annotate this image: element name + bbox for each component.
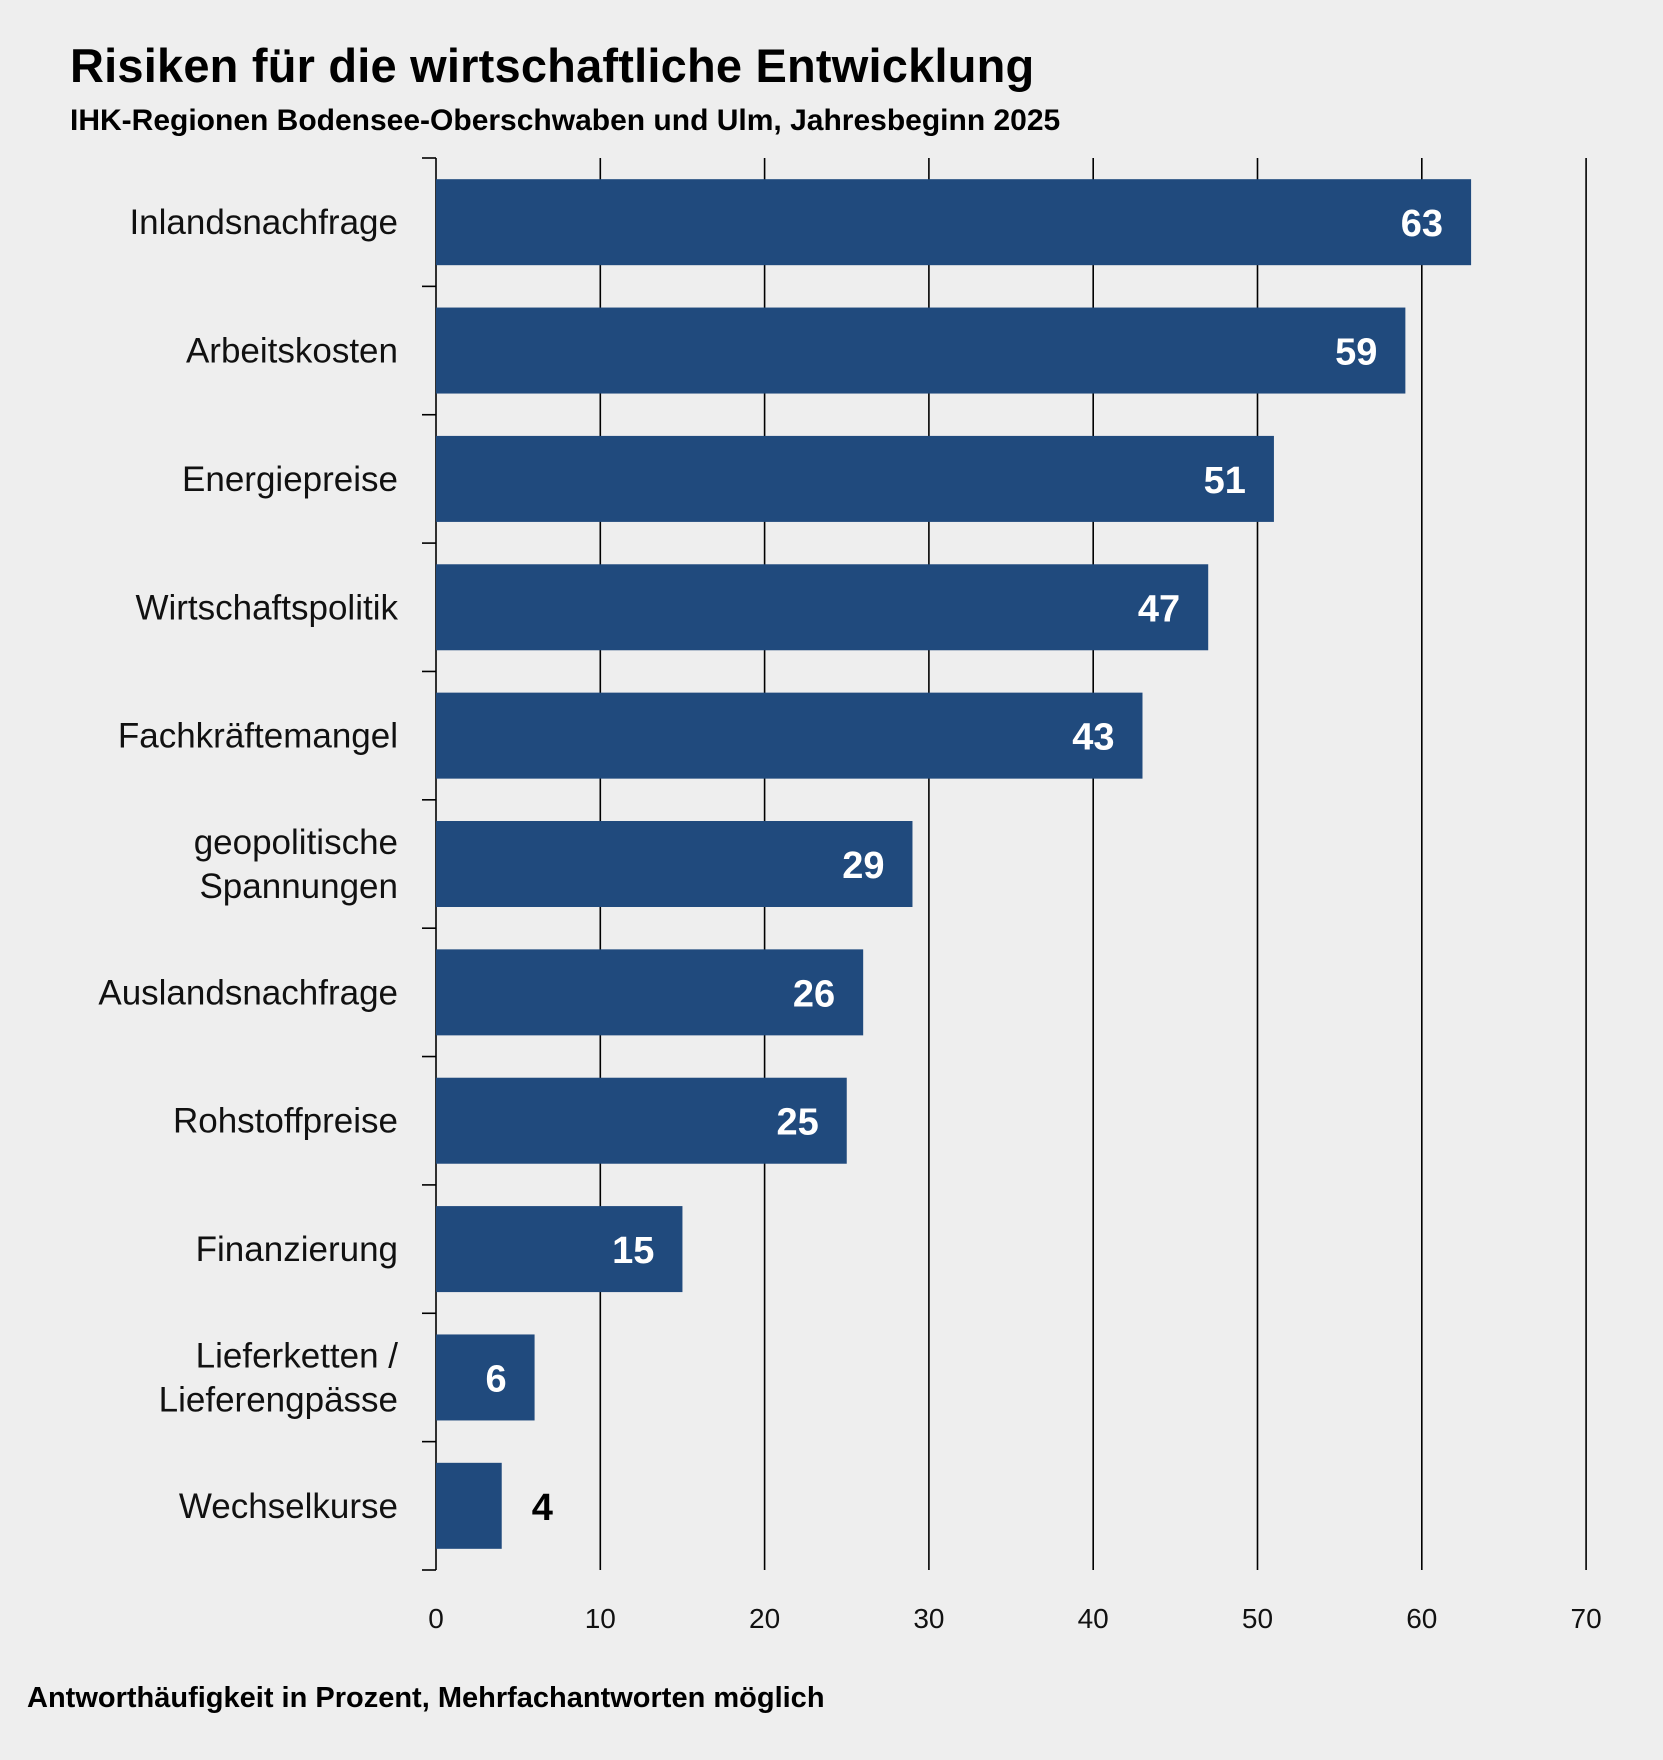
category-label-10: Lieferketten / Lieferengpässe — [159, 1336, 399, 1419]
data-label-7: 26 — [793, 973, 835, 1015]
data-label-11: 4 — [532, 1487, 553, 1529]
data-label-9: 15 — [612, 1230, 654, 1272]
data-label-4: 47 — [1138, 588, 1180, 630]
bar-2 — [436, 307, 1406, 394]
x-tick-label-40: 40 — [1078, 1603, 1109, 1634]
x-tick-label-30: 30 — [913, 1603, 944, 1634]
x-tick-label-20: 20 — [749, 1603, 780, 1634]
category-label-7: Auslandsnachfrage — [98, 973, 398, 1012]
bar-7 — [436, 949, 864, 1036]
category-label-3: Energiepreise — [182, 460, 398, 499]
x-tick-label-50: 50 — [1242, 1603, 1273, 1634]
chart-subtitle: IHK-Regionen Bodensee-Oberschwaben und U… — [70, 104, 1061, 137]
category-label-1: Inlandsnachfrage — [129, 203, 398, 242]
x-tick-label-10: 10 — [585, 1603, 616, 1634]
data-label-6: 29 — [842, 845, 884, 887]
category-label-8: Rohstoffpreise — [173, 1102, 398, 1141]
bar-4 — [436, 564, 1209, 651]
x-tick-label-0: 0 — [428, 1603, 444, 1634]
data-label-8: 25 — [776, 1102, 818, 1144]
x-tick-label-70: 70 — [1571, 1603, 1602, 1634]
bar-5 — [436, 692, 1143, 779]
chart-title: Risiken für die wirtschaftliche Entwickl… — [70, 39, 1035, 92]
category-label-2: Arbeitskosten — [186, 332, 398, 371]
data-label-2: 59 — [1335, 332, 1377, 374]
data-label-5: 43 — [1072, 717, 1114, 759]
bar-10 — [436, 1334, 535, 1421]
bar-6 — [436, 821, 913, 907]
data-label-3: 51 — [1204, 460, 1246, 502]
chart-footnote: Antworthäufigkeit in Prozent, Mehrfachan… — [27, 1682, 825, 1714]
bar-3 — [436, 435, 1274, 522]
data-label-10: 6 — [485, 1358, 506, 1400]
bar-8 — [436, 1077, 847, 1164]
x-tick-label-60: 60 — [1406, 1603, 1437, 1634]
bar-1 — [436, 179, 1472, 266]
category-label-5: Fachkräftemangel — [118, 717, 398, 756]
bar-11 — [436, 1462, 502, 1549]
category-label-9: Finanzierung — [196, 1230, 398, 1269]
category-label-6: geopolitische Spannungen — [194, 823, 398, 906]
category-label-11: Wechselkurse — [179, 1487, 398, 1526]
bar-9 — [436, 1206, 683, 1293]
category-label-4: Wirtschaftspolitik — [135, 588, 398, 627]
data-label-1: 63 — [1401, 203, 1443, 245]
